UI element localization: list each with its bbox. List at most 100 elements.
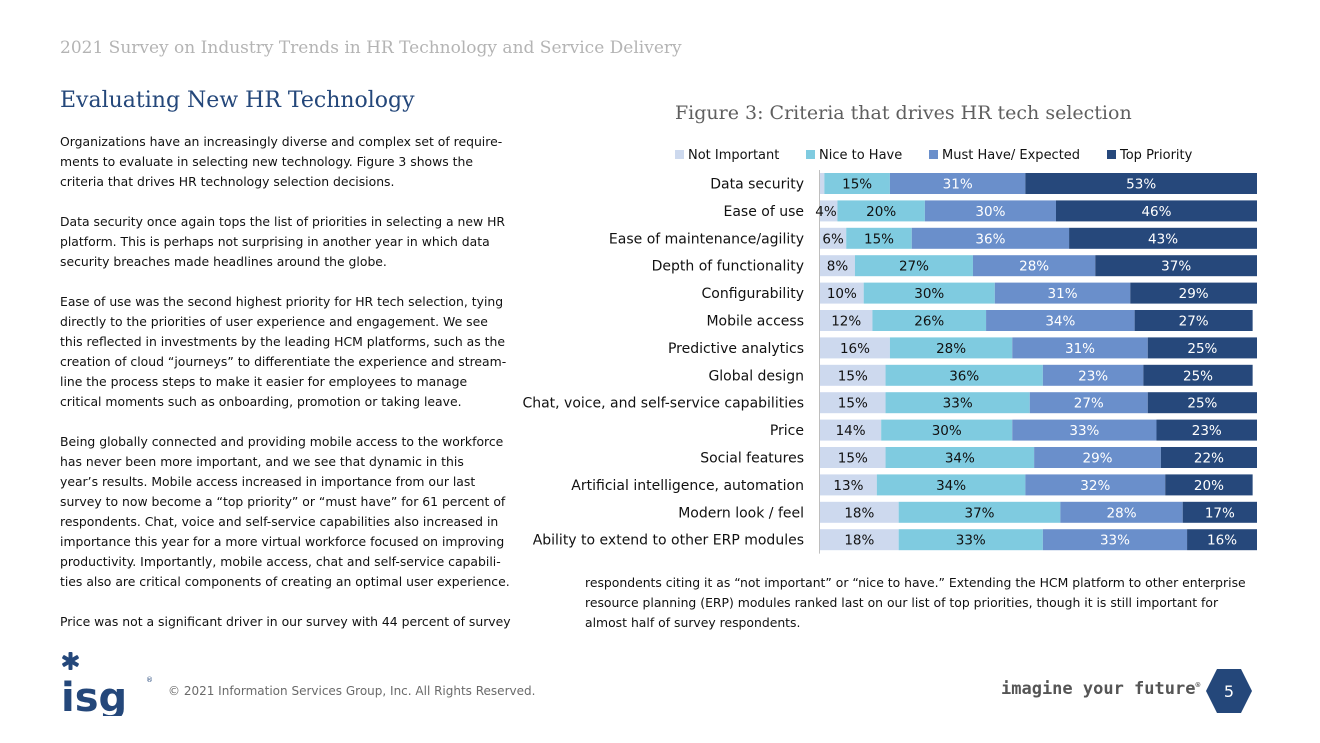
data-label: 6% [822,231,844,247]
data-label: 16% [840,341,870,357]
figure-title: Figure 3: Criteria that drives HR tech s… [675,102,1132,124]
data-label: 15% [838,396,868,412]
data-label: 22% [1194,451,1224,467]
bar-segment [876,474,1026,496]
data-label: 10% [827,286,857,302]
data-label: 20% [1194,478,1224,494]
data-label: 15% [864,231,894,247]
tagline-mark: ® [1195,680,1201,690]
data-label: 30% [914,286,944,302]
category-label: Chat, voice, and self-service capabiliti… [522,396,804,412]
bar-segment [1029,392,1148,414]
bar-segment [1025,173,1257,194]
bar-segment [1187,529,1257,551]
bar-segment [1182,501,1257,523]
data-label: 37% [1161,259,1191,275]
bar-segment [820,227,847,249]
body-text-column: Organizations have an increasingly diver… [60,132,515,652]
legend-label: Top Priority [1119,148,1193,163]
data-label: 25% [1187,341,1217,357]
data-label: 33% [1100,533,1130,549]
bar-segment [1143,364,1253,386]
data-label: 34% [945,451,975,467]
data-label: 18% [844,533,874,549]
bar-segment [820,392,886,414]
bar-segment [854,255,973,277]
category-label: Social features [700,451,804,467]
bar-segment [820,419,882,441]
data-label: 26% [914,314,944,330]
body-paragraph: Price was not a significant driver in ou… [60,614,511,629]
bar-segment [1130,282,1257,304]
page-number-badge: 5 [1206,669,1252,713]
page-number: 5 [1224,682,1234,701]
body-paragraph-continuation: respondents citing it as “not important”… [585,575,1246,630]
bar-segment [1165,474,1253,496]
copyright-notice: © 2021 Information Services Group, Inc. … [168,684,536,698]
data-label: 29% [1082,451,1112,467]
legend-label: Not Important [688,148,779,163]
section-title: Evaluating New HR Technology [60,88,415,113]
bar-segment [885,364,1043,386]
category-label: Configurability [702,286,804,302]
category-label: Artificial intelligence, automation [571,478,804,494]
data-label: 33% [943,396,973,412]
bar-segment [1060,501,1183,523]
bar-segment [972,255,1096,277]
bar-segment [898,529,1043,551]
data-label: 25% [1187,396,1217,412]
bar-segment [820,501,899,523]
data-label: 23% [1192,423,1222,439]
bar-segment [837,200,925,222]
bar-segment [872,310,987,331]
legend-swatch [1107,150,1116,159]
data-label: 28% [1019,259,1049,275]
data-label: 14% [836,423,866,439]
category-label: Ability to extend to other ERP modules [533,533,804,549]
body-paragraph: Data security once again tops the list o… [60,214,506,269]
body-paragraph: Organizations have an increasingly diver… [60,134,503,189]
data-label: 15% [842,177,872,193]
bar-segment [1095,255,1257,277]
bar-segment [881,419,1013,441]
legend-label: Must Have/ Expected [942,148,1080,163]
tagline: imagine your future® [1001,679,1200,699]
data-label: 23% [1078,368,1108,384]
data-label: 34% [936,478,966,494]
data-label: 12% [831,314,861,330]
legend-label: Nice to Have [819,148,902,163]
bar-segment [1069,227,1257,249]
data-label: 43% [1148,231,1178,247]
bar-segment [924,200,1056,222]
bar-segment [986,310,1135,331]
bar-segment [820,364,886,386]
bar-segment [846,227,912,249]
data-label: 27% [1074,396,1104,412]
legend-swatch [675,150,684,159]
bar-segment [1025,474,1166,496]
bar-segment [1147,392,1257,414]
registered-mark: ® [146,676,153,684]
bar-segment [889,337,1013,359]
bar-segment [820,529,899,551]
data-label: 31% [1065,341,1095,357]
data-label: 25% [1183,368,1213,384]
bar-segment [1042,364,1144,386]
data-label: 28% [936,341,966,357]
body-paragraph: Ease of use was the second highest prior… [60,294,507,409]
bar-segment [1012,337,1148,359]
bar-segment [1034,447,1161,468]
data-label: 8% [827,259,849,275]
category-label: Ease of use [723,204,804,220]
data-label: 34% [1045,314,1075,330]
bar-segment [820,282,864,304]
bar-segment [994,282,1131,304]
category-label: Price [770,423,804,439]
data-label: 16% [1207,533,1237,549]
bar-segment [863,282,995,304]
data-label: 32% [1080,478,1110,494]
data-label: 37% [964,505,994,521]
category-label: Modern look / feel [678,505,804,521]
data-label: 27% [899,259,929,275]
bar-segment [820,173,825,194]
